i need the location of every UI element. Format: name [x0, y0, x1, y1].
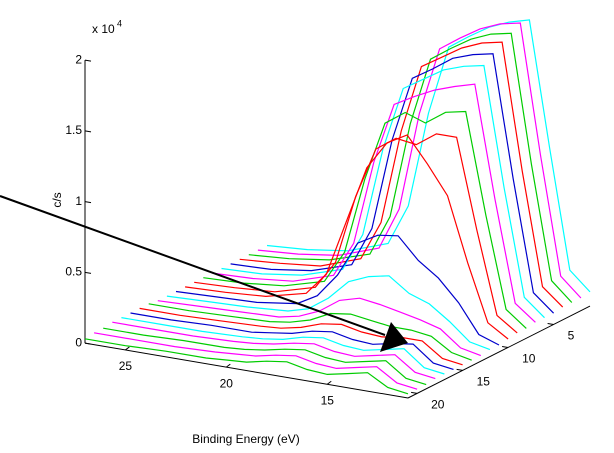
arrow-line [0, 195, 386, 336]
spectrum-line [239, 41, 564, 308]
x-tick-label: 20 [220, 376, 234, 390]
spectrum-line [212, 83, 536, 323]
spectrum-line [203, 110, 527, 329]
z-tick [84, 342, 92, 345]
x-tick [326, 380, 332, 385]
x-axis-label: Binding Energy (eV) [192, 432, 299, 446]
x-tick [226, 363, 231, 368]
z-multiplier: x 10 [92, 22, 115, 36]
y-tick-label: 15 [477, 375, 491, 389]
z-tick-label: 2 [75, 52, 82, 66]
spectrum-line [166, 275, 491, 351]
y-tick-label: 20 [431, 398, 445, 412]
spectrum-line [175, 234, 500, 346]
spectrum-line [139, 307, 463, 366]
y-tick [547, 322, 554, 325]
z-tick [84, 59, 92, 62]
plot-area: 0 0.5 1 1.5 2 25 20 15 5 10 15 20 [65, 19, 591, 412]
x-axis [84, 342, 409, 399]
spectrum-line [130, 312, 454, 370]
x-tick-label: 25 [119, 359, 133, 373]
spectrum-line [248, 32, 573, 303]
spectrum-line [103, 327, 427, 386]
y-tick [411, 391, 418, 394]
spectrum-line [257, 22, 582, 299]
x-tick-label: 15 [321, 393, 335, 407]
spectrum-line [266, 19, 591, 293]
arrow-head [380, 322, 408, 352]
spectrum-line [93, 332, 418, 390]
y-axis [407, 305, 591, 399]
z-tick-label: 1 [75, 194, 82, 208]
spectrum-line [185, 134, 509, 340]
spectrum-line [112, 321, 436, 380]
z-tick [84, 271, 92, 274]
y-tick-label: 5 [568, 329, 575, 343]
z-tick-label: 1.5 [65, 123, 82, 137]
z-tick-label: 0.5 [65, 265, 82, 279]
spectrum-line [230, 53, 555, 314]
spectrum-line [157, 297, 482, 357]
z-tick [84, 201, 92, 204]
spectrum-line [148, 303, 472, 361]
spectrum-line [84, 338, 409, 395]
z-tick-label: 0 [75, 335, 82, 349]
y-tick [502, 345, 509, 348]
x-tick [125, 346, 130, 351]
z-axis-label: c/s [50, 192, 64, 207]
z-exponent: 4 [117, 18, 122, 28]
y-tick [456, 368, 463, 371]
y-tick-label: 10 [522, 352, 536, 366]
spectrum-line [221, 64, 545, 319]
z-tick [84, 130, 92, 133]
spectrum-line [121, 317, 445, 375]
